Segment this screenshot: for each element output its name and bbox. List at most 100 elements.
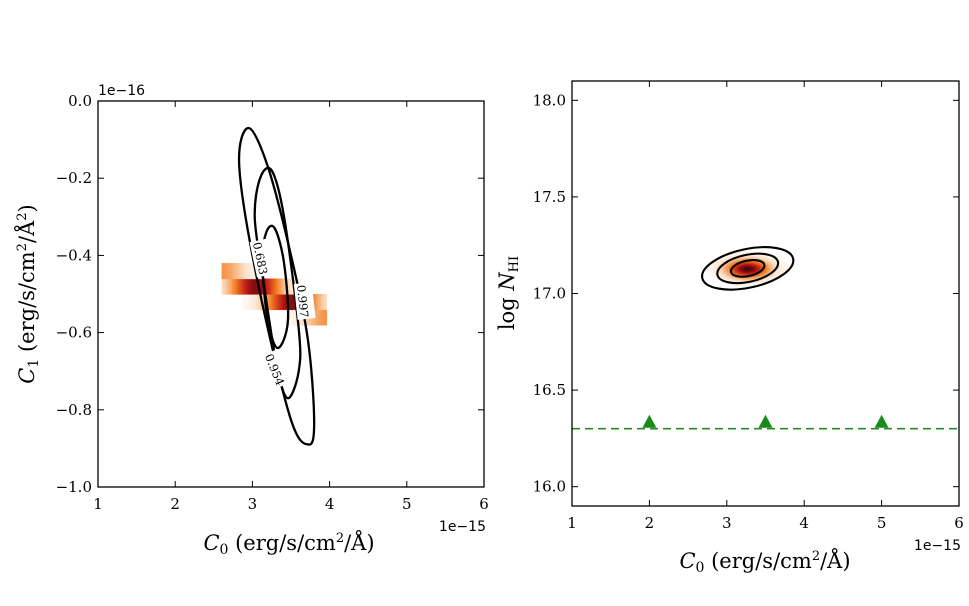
heat-cell — [727, 279, 730, 281]
x-tick-label: 2 — [645, 514, 655, 532]
heat-cell — [739, 267, 743, 269]
heat-cell — [776, 256, 780, 259]
heat-cell — [727, 275, 730, 278]
left-x-axis: 1 2 3 4 5 6 — [93, 101, 489, 513]
heat-cell — [772, 265, 776, 268]
limit-marker — [758, 414, 773, 428]
heat-cell — [712, 268, 716, 270]
heat-cell — [755, 269, 759, 271]
heat-cell — [716, 261, 720, 263]
heat-cell — [739, 271, 743, 273]
heat-cell — [758, 258, 761, 260]
heat-cell — [735, 280, 738, 282]
heat-cell — [743, 256, 747, 259]
heat-cell — [743, 280, 747, 282]
heat-cell — [228, 263, 231, 280]
heat-cell — [739, 258, 743, 260]
heat-cell — [737, 265, 741, 268]
heat-cell — [739, 280, 743, 282]
heat-cell — [749, 266, 753, 269]
heat-cell — [741, 256, 745, 259]
heat-cell — [735, 284, 738, 287]
heat-cell — [786, 266, 790, 269]
heat-cell — [735, 271, 738, 274]
heat-cell — [714, 267, 718, 269]
heat-cell — [753, 276, 757, 279]
heat-cell — [755, 266, 759, 269]
heat-cell — [712, 266, 716, 269]
heat-cell — [291, 294, 294, 311]
heat-cell — [727, 271, 730, 273]
heat-cell — [753, 281, 757, 284]
y-tick-label: 16.5 — [533, 381, 566, 399]
heat-cell — [753, 269, 757, 271]
heat-cell — [293, 309, 296, 326]
heat-cell — [741, 259, 745, 261]
heat-cell — [249, 294, 252, 311]
heat-cell — [760, 274, 763, 277]
heat-cell — [749, 261, 753, 263]
heat-cell — [760, 263, 763, 266]
heat-cell — [760, 275, 763, 278]
heat-cell — [780, 266, 784, 269]
heat-cell — [244, 278, 247, 295]
heat-cell — [745, 285, 749, 288]
heat-cell — [706, 268, 710, 270]
heat-cell — [772, 277, 776, 279]
heat-cell — [727, 269, 730, 271]
heat-cell — [770, 262, 774, 264]
heat-cell — [712, 269, 716, 271]
heat-cell — [766, 266, 769, 269]
heat-cell — [247, 278, 251, 295]
heat-cell — [772, 264, 776, 267]
heat-cell — [737, 271, 741, 273]
heat-cell — [277, 278, 280, 295]
heat-cell — [764, 261, 767, 263]
heat-cell — [782, 271, 786, 273]
heat-cell — [780, 264, 784, 267]
heat-cell — [770, 268, 774, 270]
heat-cell — [272, 294, 275, 311]
heat-cell — [768, 260, 772, 262]
heat-cell — [735, 270, 738, 272]
heat-cell — [753, 263, 757, 266]
heat-cell — [749, 270, 753, 272]
heat-cell — [708, 271, 712, 274]
heat-cell — [747, 283, 751, 286]
heat-cell — [745, 283, 749, 286]
heat-cell — [747, 257, 751, 260]
heat-cell — [727, 256, 730, 259]
heat-cell — [758, 251, 761, 253]
heat-cell — [225, 278, 228, 295]
heat-cell — [747, 267, 751, 269]
y-tick-label: −0.4 — [56, 246, 92, 264]
heat-cell — [731, 255, 734, 258]
y-tick-label: 17.0 — [533, 285, 566, 303]
heat-cell — [731, 276, 734, 279]
heat-cell — [760, 265, 763, 268]
heat-cell — [764, 254, 767, 257]
heat-cell — [753, 278, 757, 280]
heat-cell — [739, 269, 743, 271]
heat-cell — [751, 266, 755, 269]
heat-cell — [731, 260, 734, 262]
heat-cell — [720, 275, 724, 278]
heat-cell — [722, 271, 726, 273]
heat-cell — [254, 294, 258, 311]
heat-cell — [778, 267, 782, 269]
heat-cell — [753, 250, 757, 252]
heat-cell — [755, 262, 759, 265]
heat-cell — [720, 281, 724, 283]
heat-cell — [764, 258, 767, 260]
heat-cell — [731, 263, 734, 266]
heat-cell — [758, 282, 761, 285]
heat-cell — [764, 262, 767, 264]
heat-cell — [737, 257, 741, 260]
heat-cell — [735, 267, 738, 269]
heat-cell — [712, 262, 716, 265]
heat-cell — [712, 263, 716, 266]
heat-cell — [760, 281, 763, 283]
heat-cell — [749, 268, 753, 270]
heat-cell — [753, 281, 757, 283]
y-tick-label: 0.0 — [68, 92, 92, 110]
